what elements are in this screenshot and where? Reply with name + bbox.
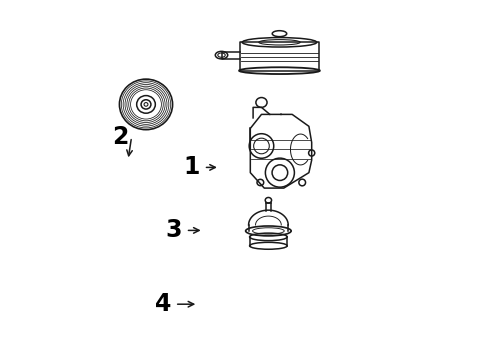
- Text: 3: 3: [166, 219, 182, 242]
- Text: 4: 4: [155, 292, 171, 316]
- Text: 2: 2: [112, 125, 128, 149]
- Text: 1: 1: [184, 156, 200, 179]
